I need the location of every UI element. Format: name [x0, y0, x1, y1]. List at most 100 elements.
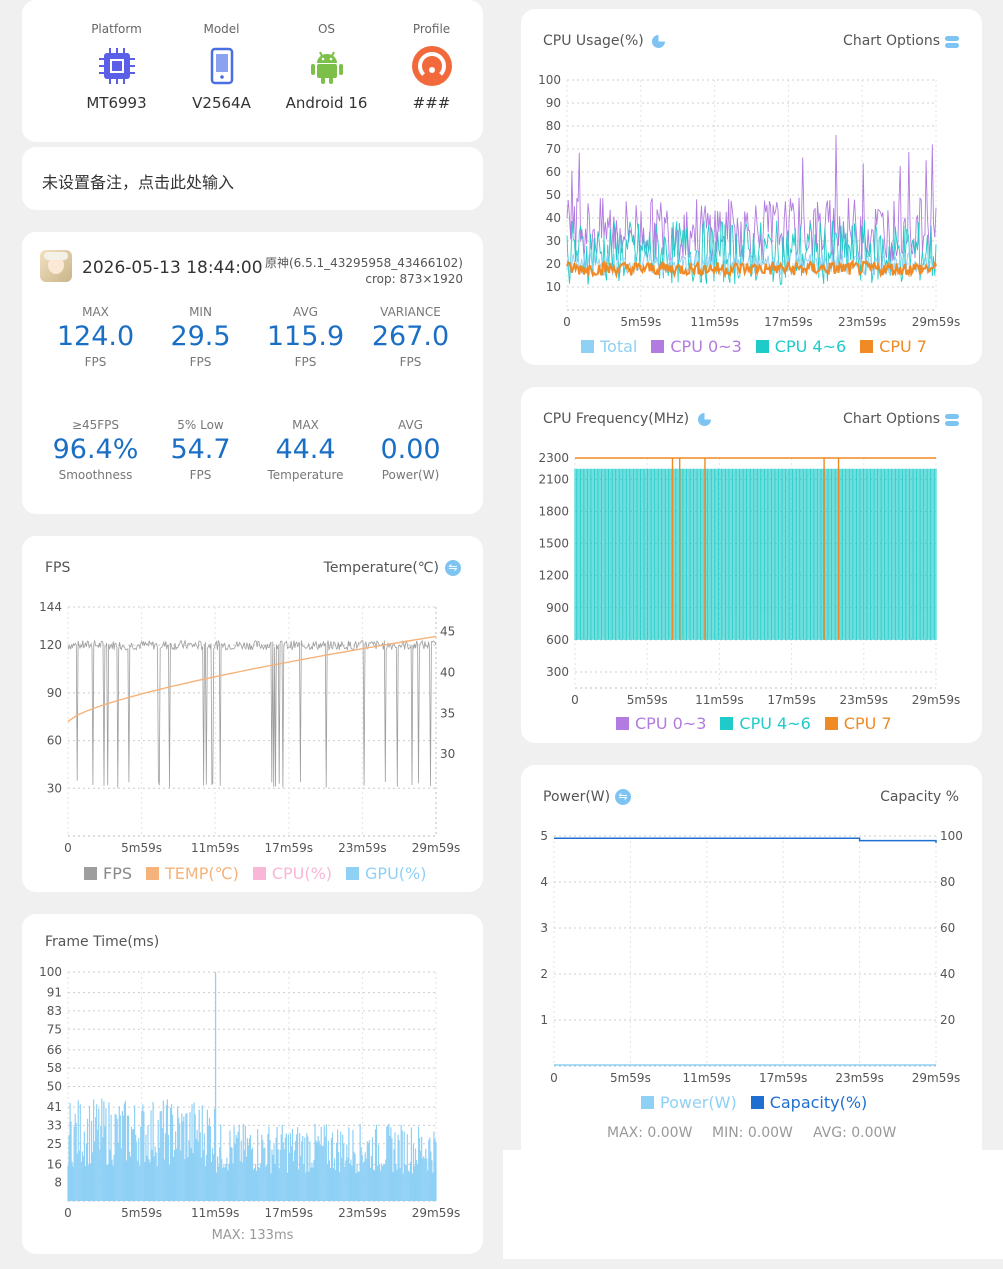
stat-avg-power: AVG 0.00 Power(W)	[358, 418, 463, 482]
y2-tick-label: 100	[940, 829, 963, 843]
options-icon[interactable]	[945, 36, 959, 48]
stat-smoothness: ≥45FPS 96.4% Smoothness	[43, 418, 148, 482]
y-tick-label: 70	[546, 142, 561, 156]
y2-tick-label: 30	[440, 747, 455, 761]
legend-cpu46[interactable]: CPU 4~6	[720, 714, 811, 733]
power-card: Power(W) ⇋ Capacity % 5 4 3 2 1 0 5m59s 11m59s 1…	[521, 765, 982, 1150]
x-tick-label: 0	[571, 693, 579, 707]
y-tick-label: 66	[47, 1043, 62, 1057]
pie-icon[interactable]	[652, 35, 665, 48]
legend-cpu46[interactable]: CPU 4~6	[755, 337, 846, 356]
bottom-blank	[503, 1150, 1003, 1259]
y-tick-label: 1500	[538, 537, 569, 551]
stat-unit: Smoothness	[58, 468, 133, 482]
legend-cpu[interactable]: CPU(%)	[252, 864, 333, 883]
legend-cpu03[interactable]: CPU 0~3	[616, 714, 706, 733]
capacity-title: Capacity %	[880, 789, 959, 805]
x-tick-label: 5m59s	[610, 1071, 651, 1085]
legend-cpu7[interactable]: CPU 7	[824, 714, 892, 733]
y-tick-label: 10	[546, 280, 561, 294]
legend-gpu[interactable]: GPU(%)	[346, 864, 426, 883]
chart-options-button[interactable]: Chart Options	[843, 33, 940, 49]
y-tick-label: 1800	[538, 504, 569, 518]
stat-max-fps: MAX 124.0 FPS	[43, 305, 148, 369]
frametime-max: MAX: 133ms	[211, 1228, 294, 1243]
legend-cpu7[interactable]: CPU 7	[860, 337, 927, 356]
swap-axis-icon[interactable]: ⇋	[445, 560, 461, 576]
legend-temp[interactable]: TEMP(℃)	[146, 864, 239, 883]
power-max: MAX: 0.00W	[607, 1125, 693, 1141]
x-tick-label: 11m59s	[695, 693, 743, 707]
model-value: V2564A	[192, 94, 251, 112]
legend-power[interactable]: Power(W)	[641, 1093, 737, 1112]
x-tick-label: 0	[563, 315, 571, 329]
x-tick-label: 17m59s	[265, 841, 313, 855]
note-input[interactable]: 未设置备注，点击此处输入	[22, 147, 483, 210]
profile-value: ###	[412, 94, 451, 112]
session-crop: crop: 873×1920	[365, 272, 463, 286]
power-legend: Power(W) Capacity(%)	[641, 1093, 867, 1112]
y-tick-label: 300	[546, 665, 569, 679]
power-min: MIN: 0.00W	[712, 1125, 793, 1141]
stat-unit: FPS	[189, 355, 212, 369]
legend-total[interactable]: Total	[581, 337, 637, 356]
os-value: Android 16	[285, 94, 368, 112]
stat-max-temp: MAX 44.4 Temperature	[253, 418, 358, 482]
y-tick-label: 58	[47, 1061, 62, 1075]
y-tick-label: 40	[546, 211, 561, 225]
session-stats-card: 2026-05-13 18:44:00 原神(6.5.1_43295958_43…	[22, 232, 483, 514]
profile-col[interactable]: Profile ###	[379, 22, 484, 112]
x-tick-label: 29m59s	[412, 1206, 460, 1220]
model-col: Model V2564A	[169, 22, 274, 112]
note-placeholder: 未设置备注，点击此处输入	[42, 173, 235, 192]
x-tick-label: 29m59s	[912, 693, 960, 707]
android-icon	[305, 44, 349, 88]
power-chart: 5 4 3 2 1 0 5m59s 11m59s 17m59s 23m59s 29m59s 100 80…	[540, 829, 963, 1085]
y-tick-label: 60	[546, 165, 561, 179]
legend-label: CPU(%)	[271, 864, 333, 883]
pie-icon[interactable]	[698, 413, 711, 426]
x-tick-label: 29m59s	[912, 315, 960, 329]
x-tick-label: 29m59s	[912, 1071, 960, 1085]
y-tick-label: 90	[47, 686, 62, 700]
y-tick-label: 83	[47, 1004, 62, 1018]
phone-icon	[200, 44, 244, 88]
legend-capacity[interactable]: Capacity(%)	[750, 1093, 867, 1112]
chart-options-button[interactable]: Chart Options	[843, 411, 940, 427]
game-avatar	[40, 250, 72, 282]
y-tick-label: 4	[540, 875, 548, 889]
power-avg: AVG: 0.00W	[813, 1125, 897, 1141]
stat-head: VARIANCE	[380, 305, 441, 319]
y-tick-label: 3	[540, 921, 548, 935]
x-tick-label: 17m59s	[759, 1071, 807, 1085]
device-info-card: Platform MT6993 Model	[22, 0, 483, 142]
y-tick-label: 1200	[538, 569, 569, 583]
legend-label: CPU 7	[879, 337, 927, 356]
y-tick-label: 30	[47, 781, 62, 795]
legend-label: CPU 0~3	[635, 714, 707, 733]
session-app: 原神(6.5.1_43295958_43466102)	[264, 256, 463, 270]
y-tick-label: 8	[54, 1176, 62, 1190]
stat-unit: FPS	[84, 355, 107, 369]
stat-value: 267.0	[371, 321, 450, 352]
x-tick-label: 5m59s	[620, 315, 661, 329]
swap-axis-icon[interactable]: ⇋	[615, 789, 631, 805]
x-tick-label: 23m59s	[840, 693, 888, 707]
y-tick-label: 30	[546, 234, 561, 248]
legend-label: Power(W)	[660, 1093, 737, 1112]
legend-fps[interactable]: FPS	[84, 864, 132, 883]
stat-head: AVG	[293, 305, 318, 319]
gauge-icon	[410, 44, 454, 88]
legend-cpu03[interactable]: CPU 0~3	[651, 337, 742, 356]
x-tick-label: 11m59s	[191, 841, 239, 855]
legend-label: GPU(%)	[365, 864, 427, 883]
y-tick-label: 2300	[538, 451, 569, 465]
y-tick-label: 2	[540, 967, 548, 981]
options-icon[interactable]	[945, 414, 959, 426]
cpu-freq-title: CPU Frequency(MHz)	[543, 411, 690, 427]
stat-head: ≥45FPS	[71, 418, 120, 432]
chip-icon	[95, 44, 139, 88]
x-tick-label: 5m59s	[121, 841, 162, 855]
